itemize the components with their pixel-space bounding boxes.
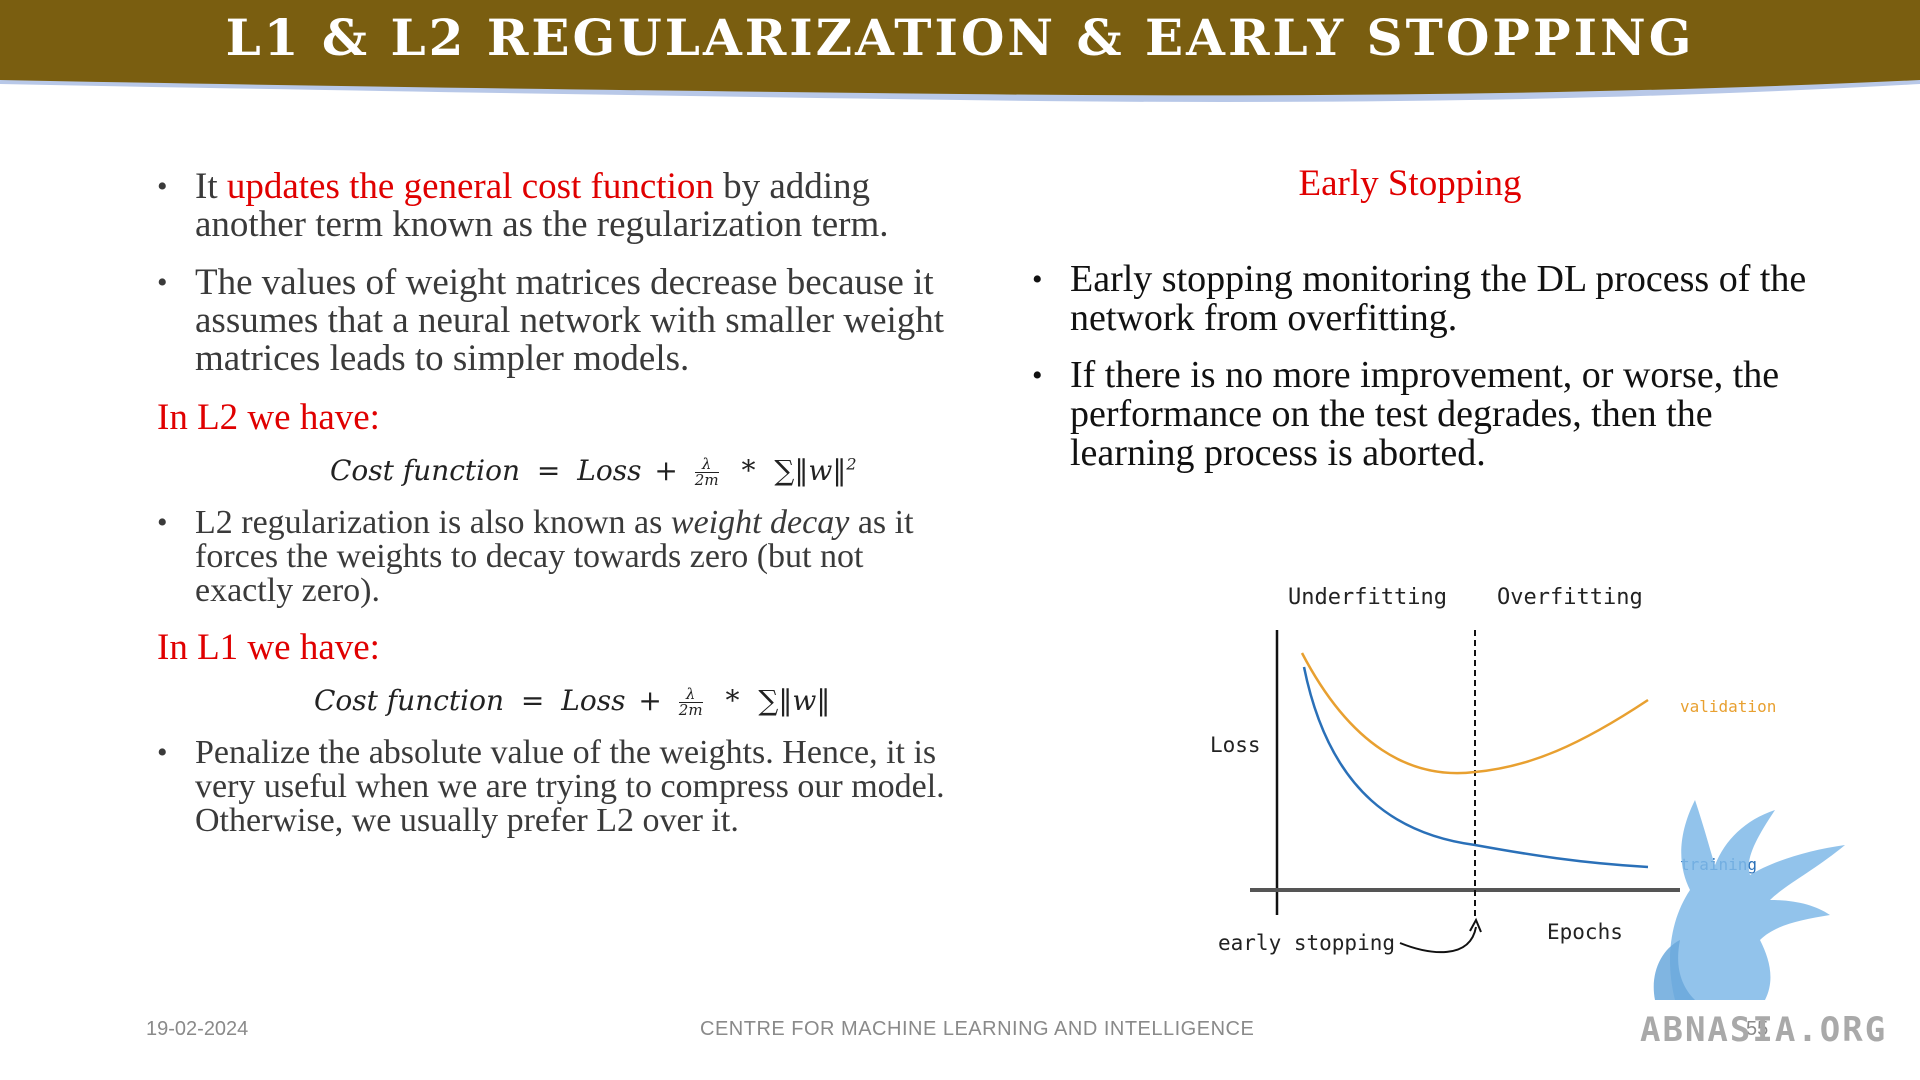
early-stopping-diagram: Underfitting Overfitting Loss validation… [1200, 575, 1800, 965]
l2-formula: Cost function = Loss + λ 2m * ∑‖w‖2 [330, 454, 857, 489]
early-stopping-label: early stopping [1218, 931, 1396, 955]
validation-label: validation [1680, 697, 1777, 716]
footer-date: 19-02-2024 [146, 1018, 249, 1040]
early-stopping-title: Early Stopping [1298, 163, 1522, 204]
bullet-penalize: Penalize the absolute value of the weigh… [155, 736, 955, 838]
l2-heading: In L2 we have: [157, 397, 380, 438]
early-stopping-arrow [1399, 926, 1477, 954]
highlight-text: updates the general cost function [226, 166, 714, 207]
watermark-griffin-icon [1653, 800, 1845, 1000]
header-band [0, 0, 1920, 102]
slide-header: L1 & L2 Regularization & Early Stopping [0, 0, 1920, 106]
epochs-label: Epochs [1547, 920, 1623, 944]
arrow-head [1469, 917, 1482, 933]
footer-organization: CENTRE FOR MACHINE LEARNING AND INTELLIG… [700, 1018, 1255, 1040]
bullet-weight-matrices: The values of weight matrices decrease b… [155, 264, 955, 378]
underfitting-label: Underfitting [1288, 585, 1447, 610]
training-curve [1302, 666, 1649, 869]
bullet-no-improvement: If there is no more improvement, or wors… [1030, 356, 1830, 473]
l1-formula: Cost function = Loss + λ 2m * ∑‖w‖ [314, 684, 831, 719]
watermark-text: ABNASIA.ORG [1640, 1010, 1888, 1050]
validation-curve [1300, 652, 1649, 775]
lambda-fraction: λ 2m [678, 685, 703, 719]
loss-label: Loss [1210, 733, 1261, 757]
lambda-fraction: λ 2m [694, 455, 719, 489]
bullet-cost-function: It updates the general cost function by … [155, 168, 955, 244]
left-column: It updates the general cost function by … [155, 168, 955, 858]
overfitting-label: Overfitting [1497, 585, 1643, 610]
right-column: Early stopping monitoring the DL process… [1030, 260, 1830, 491]
bullet-weight-decay: L2 regularization is also known as weigh… [155, 506, 955, 608]
loss-curve-svg [1250, 630, 1680, 954]
l1-heading: In L1 we have: [157, 627, 380, 668]
bullet-early-stopping-monitoring: Early stopping monitoring the DL process… [1030, 260, 1830, 338]
slide-number: 55 [1746, 1018, 1769, 1040]
slide-title: L1 & L2 Regularization & Early Stopping [225, 8, 1695, 67]
